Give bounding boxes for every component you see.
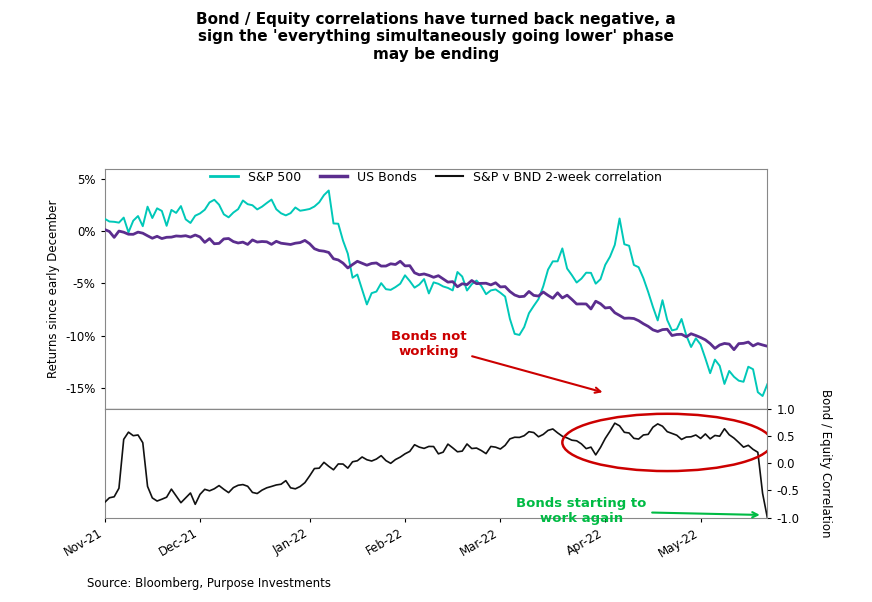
Text: Source: Bloomberg, Purpose Investments: Source: Bloomberg, Purpose Investments (87, 577, 331, 590)
Legend: S&P 500, US Bonds, S&P v BND 2-week correlation: S&P 500, US Bonds, S&P v BND 2-week corr… (205, 166, 667, 189)
Y-axis label: Returns since early December: Returns since early December (47, 199, 59, 378)
Text: Bond / Equity correlations have turned back negative, a
sign the 'everything sim: Bond / Equity correlations have turned b… (196, 12, 676, 62)
Y-axis label: Bond / Equity Correlation: Bond / Equity Correlation (819, 389, 832, 538)
Text: Bonds not
working: Bonds not working (391, 330, 600, 393)
Text: Bonds starting to
work again: Bonds starting to work again (516, 497, 758, 525)
